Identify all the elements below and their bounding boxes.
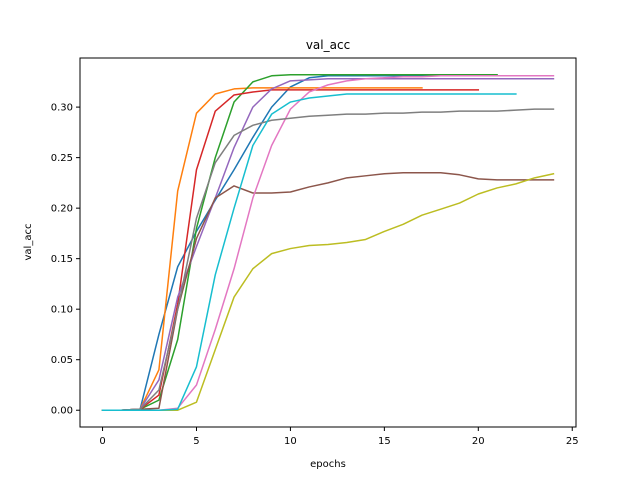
series-line-10 (101, 93, 517, 411)
x-axis-ticks: 0 5 10 15 20 25 (99, 427, 579, 447)
y-tick-label: 0.25 (51, 153, 73, 164)
series-line-2 (101, 87, 423, 411)
series-line-5 (101, 78, 555, 411)
y-axis-ticks: 0.00 0.05 0.10 0.15 0.20 0.25 0.30 (51, 103, 80, 417)
y-tick-label: 0.20 (51, 204, 73, 215)
y-axis-title: val_acc (23, 224, 34, 261)
series-line-9 (101, 172, 555, 411)
y-tick-label: 0.10 (51, 305, 73, 316)
x-tick-label: 15 (378, 436, 391, 447)
x-tick-label: 5 (193, 436, 199, 447)
series-layer (101, 74, 555, 411)
x-tick-label: 0 (99, 436, 105, 447)
x-axis-title: epochs (310, 459, 346, 470)
y-tick-label: 0.30 (51, 103, 73, 114)
x-tick-label: 10 (284, 436, 297, 447)
chart-title: val_acc (306, 38, 350, 52)
y-tick-label: 0.00 (51, 406, 73, 417)
y-tick-label: 0.15 (51, 254, 73, 265)
series-line-3 (101, 74, 498, 411)
x-tick-label: 25 (566, 436, 579, 447)
plot-frame (79, 57, 577, 428)
y-tick-label: 0.05 (51, 355, 73, 366)
series-line-8 (101, 108, 555, 411)
x-tick-label: 20 (472, 436, 485, 447)
